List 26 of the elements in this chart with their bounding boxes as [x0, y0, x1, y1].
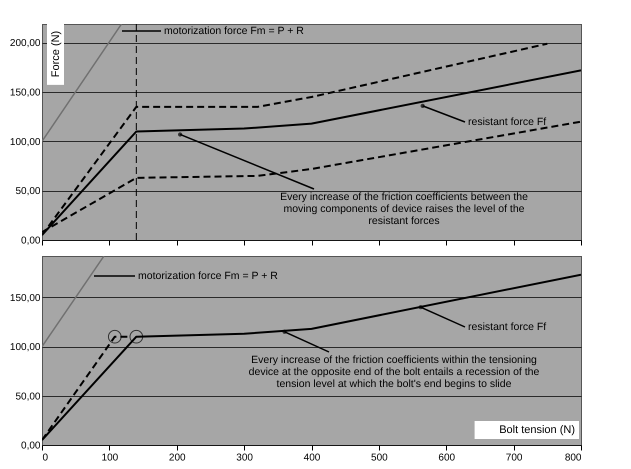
- y-tick-label: 50,00: [15, 186, 41, 198]
- x-tick-label: 300: [236, 452, 254, 464]
- y-tick-label: 150,00: [10, 88, 41, 99]
- annotation: motorization force Fm = P + R: [138, 270, 278, 282]
- x-tick-label: 0: [42, 452, 48, 464]
- x-tick-label: 400: [304, 452, 321, 464]
- x-tick-label: 100: [102, 452, 119, 464]
- y-axis-title: Force (N): [50, 30, 62, 78]
- annotation: resistant force Ff: [468, 116, 546, 128]
- annotation: Every increase of the friction coefficients within the tensioning device at the opposite end of the bolt entails a recession of the tension level at which the bolt's end begins to slide: [248, 354, 540, 390]
- annotation: Every increase of the friction coefficients between the moving components of device raises the level of the resistant forces: [280, 191, 528, 227]
- y-tick-label: 100,00: [10, 342, 41, 354]
- y-tick-label: 50,00: [15, 391, 41, 402]
- x-axis-title: Bolt tension (N): [499, 424, 575, 436]
- y-tick-label: 0,00: [21, 236, 41, 246]
- y-tick-label: 0,00: [21, 440, 41, 452]
- x-tick-label: 600: [438, 452, 456, 464]
- annotation: motorization force Fm = P + R: [164, 25, 304, 37]
- x-tick-label: 700: [506, 452, 523, 464]
- x-tick-label: 200: [168, 452, 186, 464]
- x-tick-label: 500: [371, 452, 388, 464]
- annotation: resistant force Ff: [468, 321, 546, 333]
- x-tick-label: 800: [564, 452, 582, 464]
- y-tick-label: 100,00: [10, 136, 41, 148]
- y-tick-label: 200,00: [10, 38, 41, 50]
- y-tick-label: 150,00: [10, 292, 41, 304]
